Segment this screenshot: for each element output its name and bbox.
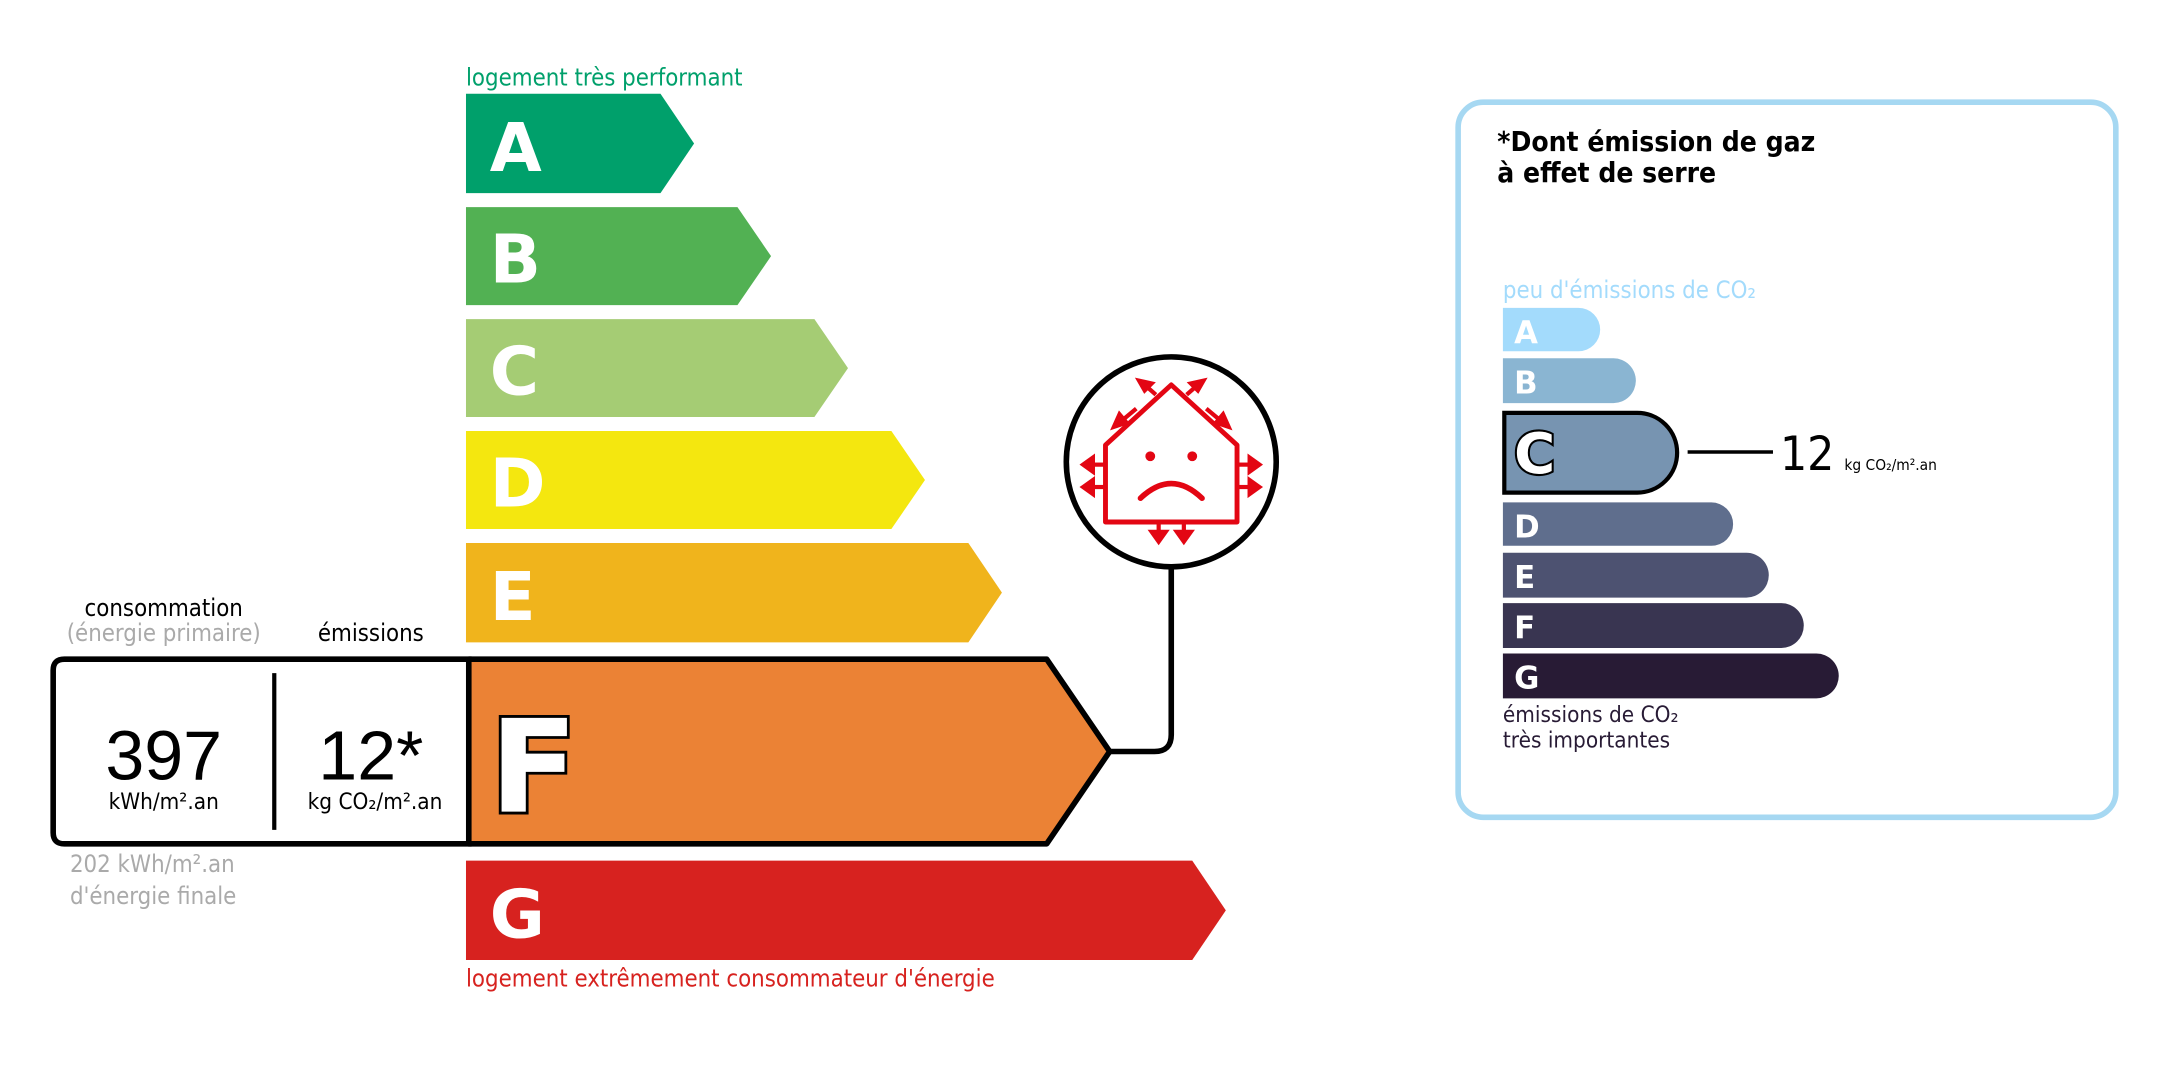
- ges-bar-e-shape: [1502, 552, 1769, 598]
- ges-unit: kg CO₂/m².an: [1844, 456, 1937, 474]
- energy-bar-f-shape: [465, 656, 1113, 847]
- ges-bar-f-shape: [1502, 603, 1804, 648]
- energy-letter-a: A: [490, 109, 542, 187]
- energy-letter-e: E: [490, 558, 536, 636]
- ges-letter-e: E: [1514, 560, 1535, 596]
- energy-bar-b-shape: [465, 207, 772, 306]
- ges-letter-d: D: [1514, 509, 1540, 545]
- icon-connector: [1109, 566, 1175, 755]
- house-heat-loss-sad-icon: [1063, 354, 1280, 570]
- consumption-unit: kWh/m².an: [109, 789, 219, 815]
- ges-bar-d-shape: [1502, 502, 1734, 546]
- value-box: [50, 656, 472, 847]
- energy-letter-c: C: [490, 333, 539, 411]
- ges-bar-e: E: [1502, 552, 1769, 598]
- ges-bottom-label-line1: émissions de CO₂: [1503, 702, 1679, 728]
- energy-letter-g: G: [490, 876, 545, 954]
- emissions-label: émissions: [318, 619, 424, 647]
- ges-letter-g: G: [1514, 661, 1539, 697]
- energy-bar-c: C: [465, 319, 849, 418]
- emissions-value: 12*: [318, 716, 423, 794]
- ges-bar-d: D: [1502, 502, 1734, 546]
- ges-letter-b: B: [1514, 365, 1537, 401]
- final-energy-label: d'énergie finale: [70, 882, 236, 910]
- ges-bar-a: A: [1502, 307, 1601, 352]
- energy-bar-g: G: [465, 860, 1226, 961]
- energy-top-label: logement très performant: [466, 63, 743, 91]
- energy-bar-a-shape: [465, 93, 695, 194]
- ges-top-label: peu d'émissions de CO₂: [1503, 276, 1756, 304]
- energy-letter-f: F: [490, 694, 578, 843]
- ges-bar-c-current: C 12 kg CO₂/m².an: [1502, 410, 1937, 495]
- consumption-label: consommation: [85, 594, 243, 622]
- energy-bar-c-shape: [465, 319, 849, 418]
- energy-letter-b: B: [490, 221, 541, 299]
- final-energy-value: 202 kWh/m².an: [70, 850, 235, 878]
- ges-bar-g-shape: [1502, 653, 1839, 699]
- consumption-value: 397: [105, 716, 222, 794]
- ges-bar-c-shape: [1502, 410, 1680, 495]
- energy-bar-b: B: [465, 207, 772, 306]
- ges-bar-f: F: [1502, 603, 1804, 648]
- ges-bar-b-shape: [1502, 358, 1636, 404]
- ges-bar-a-shape: [1502, 307, 1601, 352]
- energy-letter-d: D: [490, 445, 546, 523]
- energy-bar-d-shape: [465, 431, 925, 530]
- ges-bar-b: B: [1502, 358, 1636, 404]
- energy-bar-e-shape: [465, 542, 1002, 643]
- energy-bar-a: A: [465, 93, 695, 194]
- energy-bar-f-current: 397 kWh/m².an 12* kg CO₂/m².an F: [50, 656, 1113, 847]
- ges-letter-f: F: [1514, 610, 1535, 646]
- ges-value: 12: [1780, 427, 1834, 482]
- ges-letter-c: C: [1514, 422, 1555, 487]
- energy-bottom-label: logement extrêmement consommateur d'éner…: [466, 965, 995, 993]
- consumption-sublabel: (énergie primaire): [67, 619, 261, 647]
- energy-bar-e: E: [465, 542, 1002, 643]
- ges-title-line1: *Dont émission de gaz: [1497, 125, 1815, 158]
- energy-bar-g-shape: [465, 860, 1226, 961]
- ges-title-line2: à effet de serre: [1497, 156, 1716, 189]
- ges-bottom-label-line2: très importantes: [1503, 727, 1670, 753]
- ges-bar-g: G: [1502, 653, 1839, 699]
- ges-letter-a: A: [1514, 315, 1538, 351]
- energy-bar-d: D: [465, 431, 925, 530]
- emissions-unit: kg CO₂/m².an: [308, 789, 443, 815]
